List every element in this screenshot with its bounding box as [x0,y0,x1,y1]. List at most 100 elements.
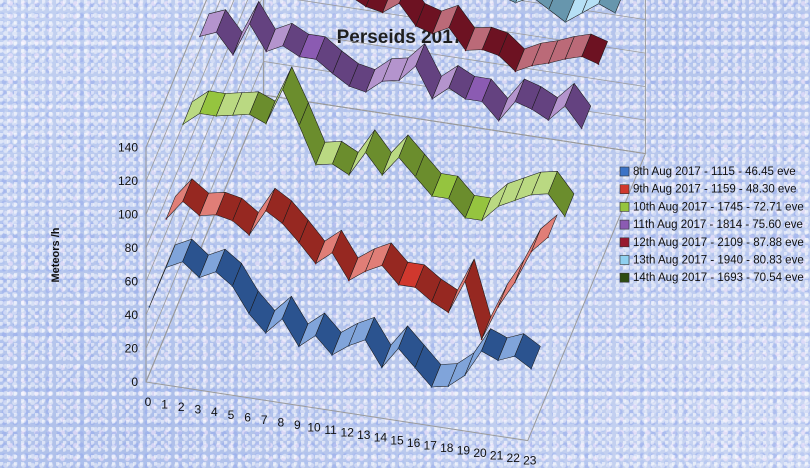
data-point [265,50,268,53]
data-point [498,54,500,57]
data-point [381,174,384,176]
data-point [232,114,234,116]
data-point [564,58,566,60]
x-tick-label: 13 [357,428,371,442]
data-point [414,65,417,67]
legend-swatch [619,184,630,194]
line-segment [531,214,558,252]
data-point [232,54,234,56]
line-segment [355,0,369,7]
data-point [514,199,516,202]
data-point [381,11,384,14]
data-point [198,214,201,217]
series-2-ribbon [165,178,558,341]
data-point [398,2,401,5]
x-tick-label: 0 [145,395,152,409]
legend-item: 8th Aug 2017 - 1115 - 46.45 eve [633,166,796,178]
line-segment [535,0,553,10]
gridline [145,0,221,182]
data-point [198,112,201,115]
data-point [298,241,300,244]
x-tick-label: 6 [244,410,251,424]
data-point [231,219,234,222]
data-point [448,26,450,29]
plot-area [148,0,621,388]
legend: 8th Aug 2017 - 1115 - 46.45 eve 9th Aug 2… [619,166,804,284]
data-point [248,312,250,315]
data-point [547,236,549,239]
data-point [215,115,217,117]
data-point [248,23,251,25]
series-3-ribbon [182,66,575,222]
line-segment [547,171,575,217]
data-point [298,124,301,127]
x-tick-label: 8 [277,415,284,429]
data-point [331,163,334,165]
data-point [181,260,184,263]
x-tick-label: 11 [324,423,337,437]
data-point [248,113,251,116]
y-axis-label: Meteors /h [50,227,62,282]
y-tick-label: 40 [125,308,139,322]
data-point [331,354,333,356]
legend-item: 9th Aug 2017 - 1159 - 48.30 eve [633,184,796,196]
x-axis: 0 1 2 3 4 5 6 7 8 9 10 11 12 13 14 15 16 17 18 19 20 21 22 23 [145,395,537,468]
data-point [547,62,550,64]
data-point [531,108,533,110]
data-point [381,366,383,369]
data-point [481,219,483,222]
data-point [315,58,317,61]
line-segment [515,0,525,4]
data-point [364,270,367,273]
legend-item: 14th Aug 2017 - 1693 - 70.54 eve [633,272,804,284]
x-tick-label: 12 [341,426,355,440]
data-point [165,266,167,269]
legend-swatch [619,255,630,265]
line-segment [548,0,575,23]
data-point [265,122,267,125]
data-point [397,284,400,286]
data-point [464,49,467,52]
data-point [581,55,583,58]
legend-swatch [619,166,630,177]
data-point [364,339,367,341]
data-point [365,91,367,93]
data-point [431,32,434,35]
data-point [564,105,566,107]
data-point [331,252,334,254]
data-point [580,127,583,130]
data-point [564,21,567,23]
data-point [281,88,284,91]
data-point [215,271,217,273]
data-point [215,31,218,34]
y-tick-label: 60 [125,275,139,289]
data-point [431,195,433,197]
y-tick-label: 80 [125,241,139,255]
data-point [248,234,250,236]
line-segment [382,0,401,13]
data-point [231,285,234,287]
x-tick-label: 4 [211,405,218,419]
series-6-ribbon [508,0,621,23]
data-point [480,350,483,352]
data-point [448,87,450,89]
x-tick-label: 20 [473,446,487,460]
data-point [480,338,483,341]
data-point [182,123,184,126]
data-point [414,176,417,178]
data-point [447,385,450,388]
data-point [514,100,516,103]
series-1-ribbon [148,238,541,388]
legend-item: 10th Aug 2017 - 1745 - 72.71 eve [633,201,804,213]
y-axis: 0 20 40 60 80 100 120 140 [118,141,138,390]
data-point [447,311,450,314]
data-point [514,281,516,284]
data-point [199,35,201,38]
series-5-ribbon [355,0,608,73]
line-segment [565,0,588,23]
line-segment [508,0,518,4]
data-point [365,5,367,8]
line-segment [564,83,592,129]
legend-swatch [619,272,630,283]
data-point [282,45,284,47]
